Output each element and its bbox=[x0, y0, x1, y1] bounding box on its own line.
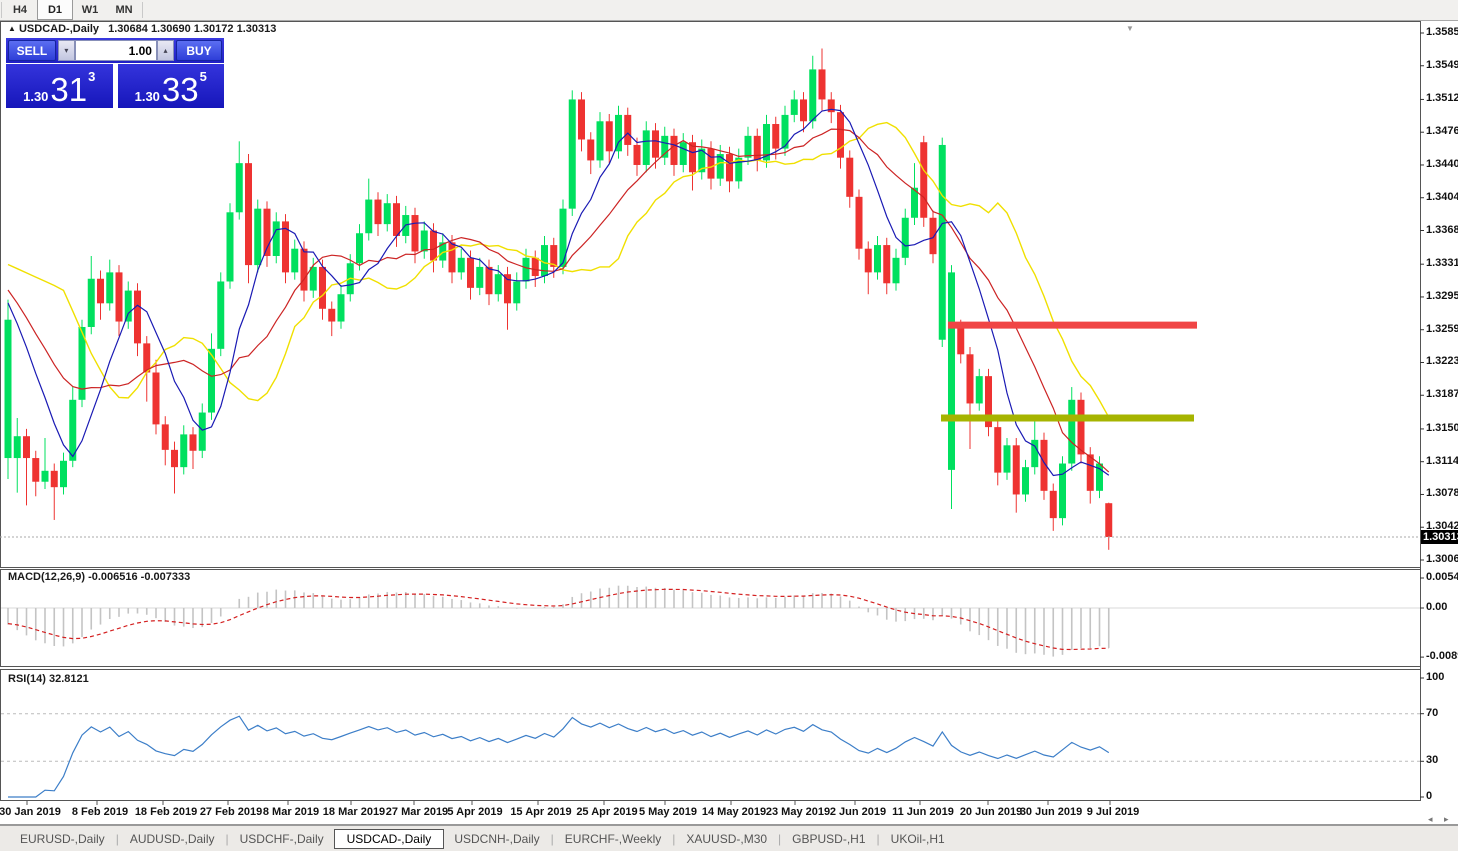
macd-panel-plot bbox=[1, 585, 1420, 657]
scroll-left-arrow[interactable]: ◂ bbox=[1428, 814, 1433, 824]
candles-layer bbox=[4, 48, 1113, 550]
volume-decrease-button[interactable]: ▾ bbox=[57, 40, 75, 61]
price-axis-label: 1.30420 bbox=[1426, 520, 1458, 533]
buy-quote-box[interactable]: 1.30 33 5 bbox=[117, 64, 224, 108]
price-axis-label: 1.35850 bbox=[1426, 25, 1458, 38]
date-axis-label: 30 Jun 2019 bbox=[1019, 806, 1083, 818]
date-axis-label: 18 Feb 2019 bbox=[134, 806, 198, 818]
price-axis-label: 1.32950 bbox=[1426, 289, 1458, 302]
price-axis-label: 1.33680 bbox=[1426, 223, 1458, 236]
volume-increase-button[interactable]: ▴ bbox=[156, 40, 174, 61]
tab-gbpusd-h1[interactable]: GBPUSD-,H1 bbox=[792, 832, 866, 846]
rsi-axis-label: 0 bbox=[1426, 790, 1433, 802]
volume-input[interactable] bbox=[74, 40, 157, 61]
scroll-right-arrow[interactable]: ▸ bbox=[1444, 814, 1449, 824]
tab-usdcnh-daily[interactable]: USDCNH-,Daily bbox=[454, 832, 540, 846]
chart-ohlc-values: 1.30684 1.30690 1.30172 1.30313 bbox=[108, 23, 277, 35]
date-axis-label: 5 Apr 2019 bbox=[447, 806, 503, 818]
tab-usdcad-daily[interactable]: USDCAD-,Daily bbox=[333, 829, 445, 849]
one-click-trading-panel: SELL ▾ ▴ BUY 1.30 31 3 1.30 33 5 bbox=[6, 38, 224, 108]
rsi-panel-plot bbox=[1, 713, 1420, 798]
sell-quote-box[interactable]: 1.30 31 3 bbox=[6, 64, 113, 108]
date-axis-label: 11 Jun 2019 bbox=[892, 806, 954, 818]
tab-divider: | bbox=[876, 832, 880, 846]
date-axis-label: 23 May 2019 bbox=[765, 806, 831, 818]
tab-eurchf-weekly[interactable]: EURCHF-,Weekly bbox=[564, 832, 662, 846]
price-axis-label: 1.31870 bbox=[1426, 388, 1458, 401]
current-price-badge: 1.30313 bbox=[1421, 529, 1458, 544]
buy-price-big: 33 bbox=[161, 71, 199, 108]
date-axis-label: 8 Feb 2019 bbox=[71, 806, 129, 818]
sell-price-big: 31 bbox=[50, 71, 88, 108]
rsi-axis-label: 30 bbox=[1426, 754, 1439, 767]
timeframe-button-d1[interactable]: D1 bbox=[37, 0, 73, 20]
date-axis-label: 15 Apr 2019 bbox=[510, 806, 572, 818]
axis-ticks bbox=[26, 32, 1424, 805]
tab-divider: | bbox=[550, 832, 554, 846]
date-axis-label: 30 Jan 2019 bbox=[0, 806, 61, 818]
tab-audusd-daily[interactable]: AUDUSD-,Daily bbox=[129, 832, 215, 846]
tab-eurusd-daily[interactable]: EURUSD-,Daily bbox=[20, 832, 105, 846]
panel-frames bbox=[0, 21, 1458, 825]
buy-price-sup: 5 bbox=[199, 69, 207, 84]
price-axis-label: 1.31500 bbox=[1426, 421, 1458, 434]
rsi-axis-label: 70 bbox=[1426, 706, 1439, 719]
date-axis-label: 27 Feb 2019 bbox=[199, 806, 263, 818]
price-axis-label: 1.35120 bbox=[1426, 92, 1458, 105]
date-axis-label: 18 Mar 2019 bbox=[322, 806, 386, 818]
sell-price-sup: 3 bbox=[88, 69, 96, 84]
rsi-axis-label: 100 bbox=[1426, 671, 1445, 683]
date-axis-label: 20 Jun 2019 bbox=[959, 806, 1023, 818]
date-axis-label: 25 Apr 2019 bbox=[576, 806, 638, 818]
tab-ukoil-h1[interactable]: UKOil-,H1 bbox=[890, 832, 945, 846]
chart-symbol-period: USDCAD-,Daily bbox=[18, 23, 100, 35]
chart-tabs-bar: EURUSD-,Daily | AUDUSD-,Daily | USDCHF-,Dail… bbox=[0, 825, 1458, 851]
price-axis-label: 1.35490 bbox=[1426, 58, 1458, 71]
horizontal-lines-layer bbox=[941, 321, 1197, 422]
timeframe-toolbar: H4 D1 W1 MN bbox=[0, 0, 1458, 21]
chart-area: ▲ USDCAD-,Daily 1.30684 1.30690 1.30172 … bbox=[0, 21, 1458, 851]
chart-title: ▲ USDCAD-,Daily 1.30684 1.30690 1.30172 … bbox=[8, 23, 276, 35]
price-axis-label: 1.30780 bbox=[1426, 487, 1458, 500]
timeframe-button-w1[interactable]: W1 bbox=[81, 4, 99, 16]
timeframe-button-mn[interactable]: MN bbox=[115, 4, 133, 16]
sell-button[interactable]: SELL bbox=[8, 40, 56, 61]
collapse-arrow-icon[interactable]: ▲ bbox=[8, 24, 16, 33]
macd-axis-label: 0.005484 bbox=[1426, 570, 1458, 583]
tab-usdchf-daily[interactable]: USDCHF-,Daily bbox=[239, 832, 324, 846]
tab-divider: | bbox=[672, 832, 676, 846]
sell-price-prefix: 1.30 bbox=[23, 89, 49, 104]
macd-axis-label: -0.008977 bbox=[1426, 650, 1458, 663]
macd-indicator-label: MACD(12,26,9) -0.006516 -0.007333 bbox=[8, 571, 191, 583]
price-axis-label: 1.34400 bbox=[1426, 157, 1458, 170]
date-axis-label: 5 May 2019 bbox=[638, 806, 698, 818]
buy-price-prefix: 1.30 bbox=[134, 89, 160, 104]
date-axis-label: 27 Mar 2019 bbox=[385, 806, 449, 818]
chart-canvas[interactable] bbox=[0, 21, 1458, 851]
moving-averages-layer bbox=[7, 108, 1110, 477]
date-axis-label: 2 Jun 2019 bbox=[829, 806, 887, 818]
tab-divider: | bbox=[115, 832, 119, 846]
timeframe-button-h4[interactable]: H4 bbox=[12, 4, 28, 16]
price-axis-label: 1.33310 bbox=[1426, 257, 1458, 270]
toolbar-divider bbox=[1, 2, 2, 18]
price-axis-label: 1.31140 bbox=[1426, 454, 1458, 467]
price-axis-label: 1.32590 bbox=[1426, 322, 1458, 335]
auto-scroll-marker-icon[interactable]: ▼ bbox=[1126, 24, 1134, 33]
rsi-indicator-label: RSI(14) 32.8121 bbox=[8, 673, 89, 685]
tab-xauusd-m30[interactable]: XAUUSD-,M30 bbox=[686, 832, 768, 846]
macd-axis-label: 0.00 bbox=[1426, 601, 1448, 613]
date-axis-label: 14 May 2019 bbox=[701, 806, 767, 818]
price-axis-label: 1.34040 bbox=[1426, 190, 1458, 203]
price-axis-label: 1.32230 bbox=[1426, 355, 1458, 368]
tab-divider: | bbox=[778, 832, 782, 846]
buy-button[interactable]: BUY bbox=[176, 40, 222, 61]
date-axis-label: 8 Mar 2019 bbox=[262, 806, 320, 818]
tab-divider: | bbox=[225, 832, 229, 846]
date-axis-label: 9 Jul 2019 bbox=[1086, 806, 1140, 818]
price-axis-label: 1.34760 bbox=[1426, 125, 1458, 138]
toolbar-divider bbox=[142, 2, 143, 18]
